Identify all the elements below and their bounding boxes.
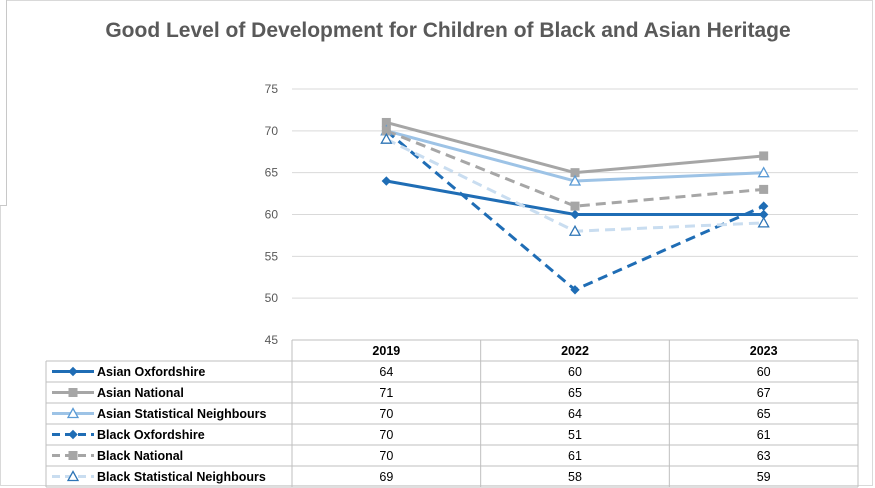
table-value-cell: 60 xyxy=(757,365,771,379)
legend-marker xyxy=(66,407,80,419)
legend-marker xyxy=(68,451,78,460)
y-tick-label: 50 xyxy=(265,291,279,305)
y-tick-label: 65 xyxy=(265,166,279,180)
data-point xyxy=(380,132,393,144)
legend-series-name: Asian Statistical Neighbours xyxy=(97,407,267,421)
chart-title: Good Level of Development for Children o… xyxy=(105,19,791,42)
series-line-1 xyxy=(385,121,764,175)
data-point xyxy=(568,224,582,236)
table-value-cell: 59 xyxy=(757,470,771,484)
data-point xyxy=(570,285,580,295)
legend-marker xyxy=(68,429,78,440)
y-tick-label: 55 xyxy=(265,249,279,263)
y-tick-label: 70 xyxy=(265,124,279,138)
table-value-cell: 64 xyxy=(568,407,582,421)
data-point xyxy=(759,184,769,194)
table-value-cell: 71 xyxy=(379,386,393,400)
legend-series-name: Black Oxfordshire xyxy=(97,428,205,442)
table-value-cell: 70 xyxy=(379,428,393,442)
data-point xyxy=(381,176,392,186)
legend-series-name: Asian National xyxy=(97,386,184,400)
table-value-cell: 67 xyxy=(757,386,771,400)
table-value-cell: 70 xyxy=(379,449,393,463)
data-point xyxy=(570,209,580,220)
table-value-cell: 64 xyxy=(379,365,393,379)
legend-series-name: Black National xyxy=(97,449,183,463)
data-point xyxy=(757,166,770,178)
legend-marker xyxy=(68,366,78,377)
table-value-cell: 70 xyxy=(379,407,393,421)
y-tick-label: 60 xyxy=(265,208,279,222)
table-value-cell: 69 xyxy=(379,470,393,484)
x-category-label: 2023 xyxy=(750,344,778,358)
data-point xyxy=(757,216,770,228)
series-line-4 xyxy=(385,129,764,208)
table-value-cell: 65 xyxy=(757,407,771,421)
legend-series-name: Black Statistical Neighbours xyxy=(97,470,266,484)
data-point xyxy=(758,201,769,211)
data-point xyxy=(570,201,580,211)
data-point xyxy=(759,151,769,161)
table-value-cell: 51 xyxy=(568,428,582,442)
table-value-cell: 61 xyxy=(568,449,582,463)
table-value-cell: 60 xyxy=(568,365,582,379)
table-value-cell: 63 xyxy=(757,449,771,463)
y-tick-label: 45 xyxy=(265,333,279,347)
table-value-cell: 58 xyxy=(568,470,582,484)
data-point xyxy=(568,174,582,186)
side-panel-edge xyxy=(0,0,7,206)
legend-series-name: Asian Oxfordshire xyxy=(97,365,205,379)
y-tick-label: 75 xyxy=(265,82,279,96)
x-category-label: 2022 xyxy=(561,344,589,358)
table-value-cell: 61 xyxy=(757,428,771,442)
legend-marker xyxy=(66,470,80,482)
legend-marker xyxy=(68,388,78,397)
x-category-label: 2019 xyxy=(372,344,400,358)
table-value-cell: 65 xyxy=(568,386,582,400)
